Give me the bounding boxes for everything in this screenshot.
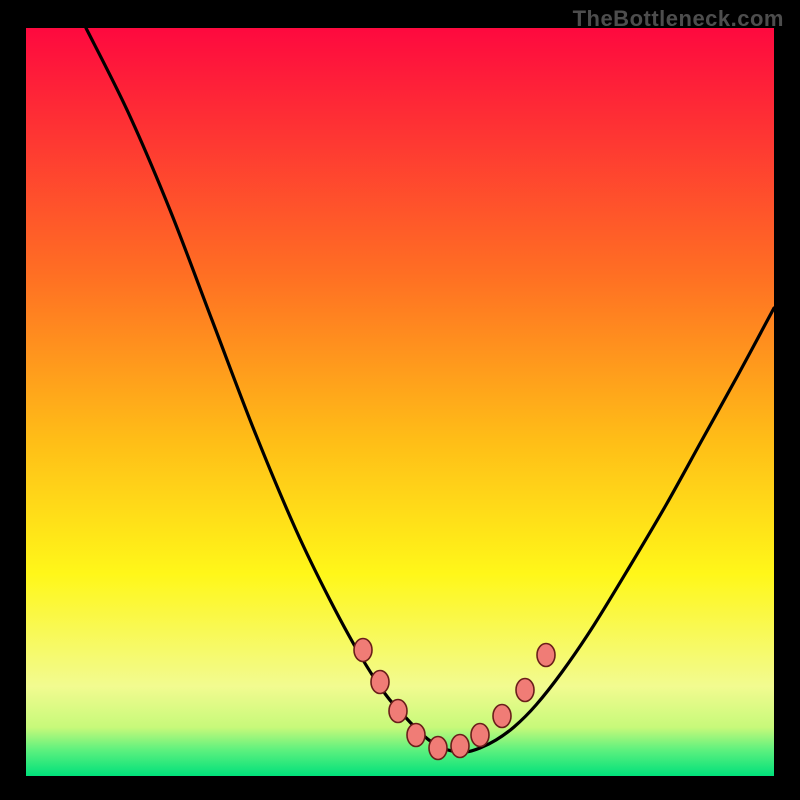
bottleneck-chart: TheBottleneck.com	[0, 0, 800, 800]
curve-marker	[371, 671, 389, 694]
curve-marker	[493, 705, 511, 728]
curve-marker	[354, 639, 372, 662]
curve-marker	[516, 679, 534, 702]
curve-marker	[389, 700, 407, 723]
curve-marker	[429, 737, 447, 760]
plot-background	[26, 28, 774, 776]
chart-svg	[0, 0, 800, 800]
curve-marker	[537, 644, 555, 667]
curve-marker	[451, 735, 469, 758]
watermark-text: TheBottleneck.com	[573, 6, 784, 32]
curve-marker	[407, 724, 425, 747]
curve-marker	[471, 724, 489, 747]
